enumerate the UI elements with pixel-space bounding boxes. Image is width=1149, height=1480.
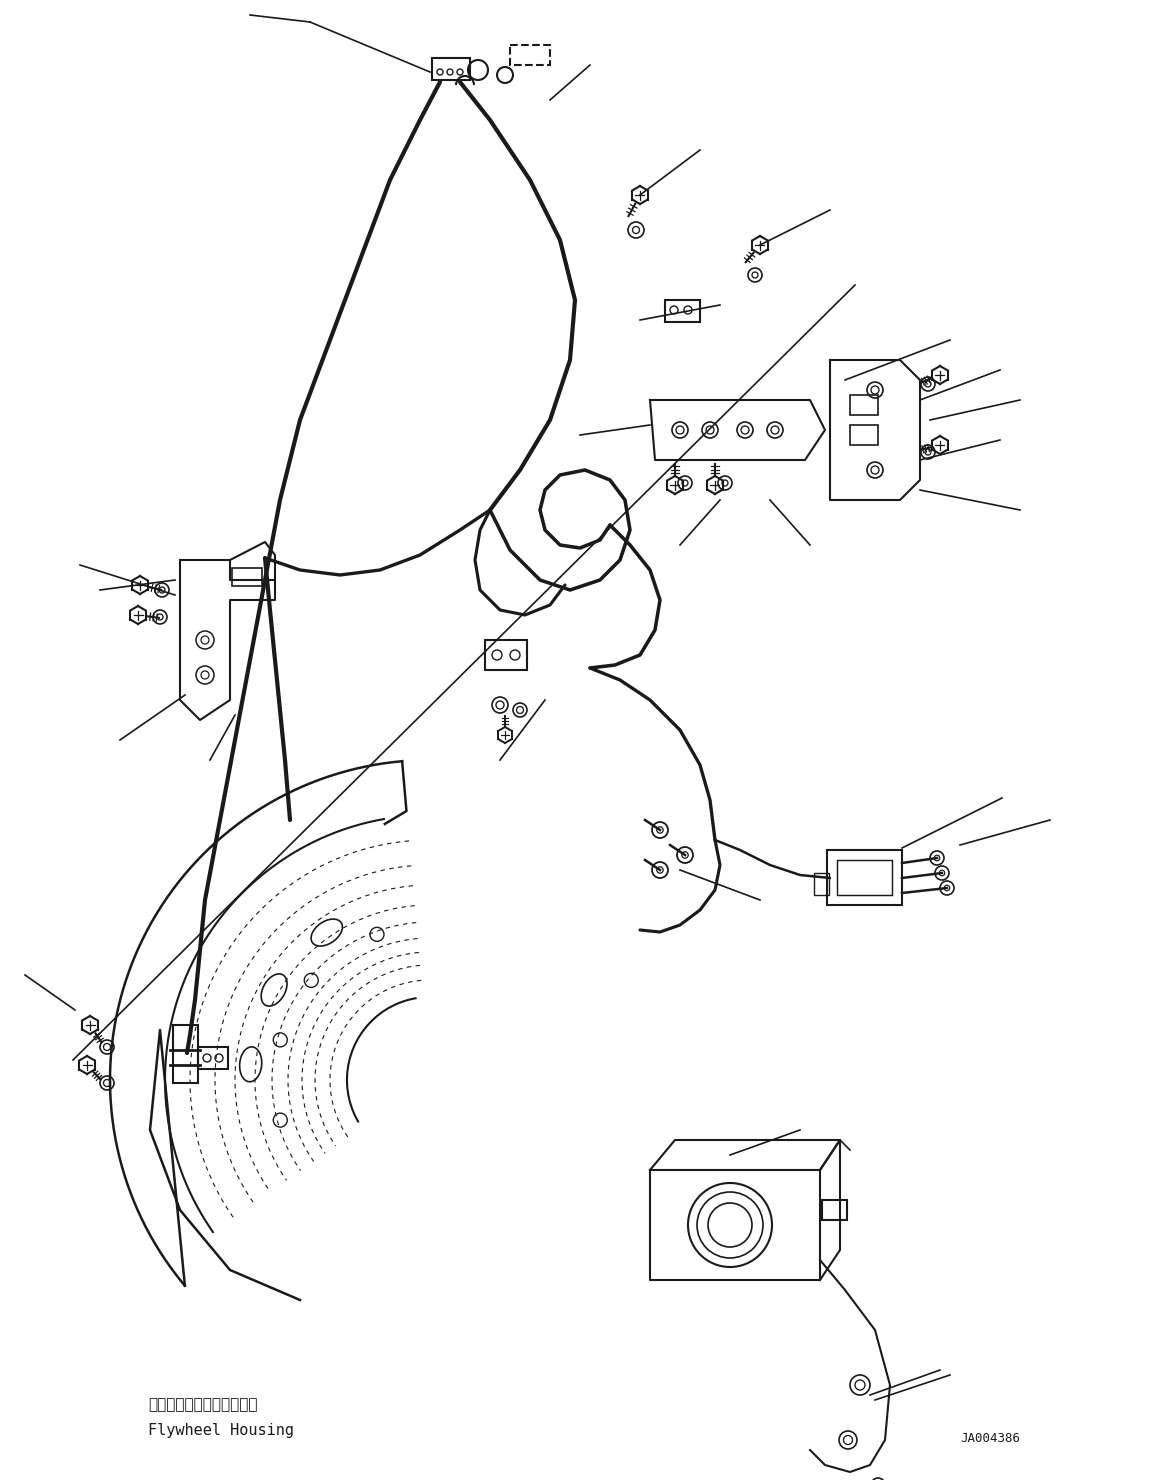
Bar xyxy=(510,44,550,65)
Bar xyxy=(232,568,262,586)
Bar xyxy=(836,860,892,895)
Bar xyxy=(850,395,878,414)
Bar xyxy=(850,425,878,445)
Bar xyxy=(198,1046,228,1069)
Bar xyxy=(173,1026,198,1083)
Bar xyxy=(827,850,902,904)
Bar xyxy=(813,873,828,895)
Text: フライホイールハウジング: フライホイールハウジング xyxy=(148,1397,257,1412)
Bar xyxy=(432,58,470,80)
Bar xyxy=(822,1200,847,1220)
Text: Flywheel Housing: Flywheel Housing xyxy=(148,1422,294,1437)
Bar xyxy=(665,300,700,323)
Bar xyxy=(485,639,527,670)
Text: JA004386: JA004386 xyxy=(961,1431,1020,1444)
